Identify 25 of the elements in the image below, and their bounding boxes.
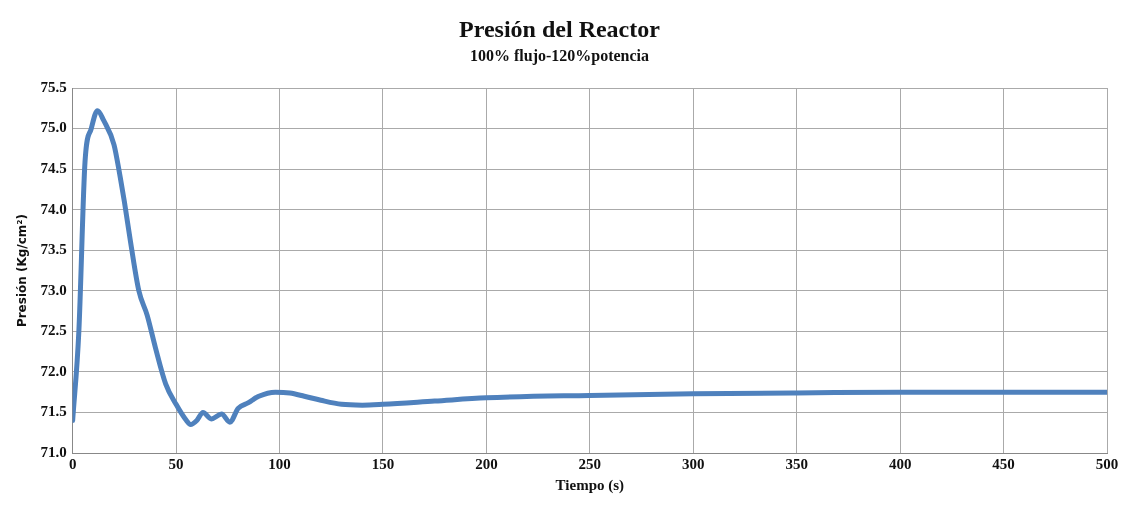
x-tick-label: 100 — [268, 455, 291, 472]
y-tick-label: 75.5 — [40, 78, 67, 95]
y-tick-label: 73.0 — [40, 281, 67, 298]
y-tick-label: 75.0 — [40, 119, 67, 136]
chart-title: Presión del Reactor — [459, 15, 661, 42]
x-tick-label: 50 — [168, 455, 184, 472]
x-tick-label: 400 — [888, 455, 912, 472]
x-tick-label: 300 — [682, 455, 705, 472]
y-tick-label: 71.5 — [40, 403, 67, 420]
x-tick-label: 500 — [1095, 455, 1119, 472]
y-tick-label: 74.0 — [40, 200, 67, 217]
x-tick-label: 150 — [371, 455, 395, 472]
x-axis-title: Tiempo (s) — [555, 476, 625, 494]
chart-subtitle: 100% flujo-120%potencia — [469, 46, 650, 65]
x-tick-label: 250 — [578, 455, 602, 472]
x-tick-label: 450 — [992, 455, 1015, 472]
x-tick-label: 350 — [785, 455, 808, 472]
y-tick-label: 72.0 — [40, 362, 67, 379]
y-tick-label: 71.0 — [40, 443, 67, 460]
x-tick-label: 0 — [68, 455, 77, 472]
y-tick-label: 74.5 — [40, 159, 67, 176]
y-tick-label: 72.5 — [40, 322, 67, 339]
y-axis-title: Presión (Kg/cm²) — [15, 213, 30, 328]
y-tick-label: 73.5 — [40, 241, 67, 258]
x-tick-label: 200 — [475, 455, 498, 472]
